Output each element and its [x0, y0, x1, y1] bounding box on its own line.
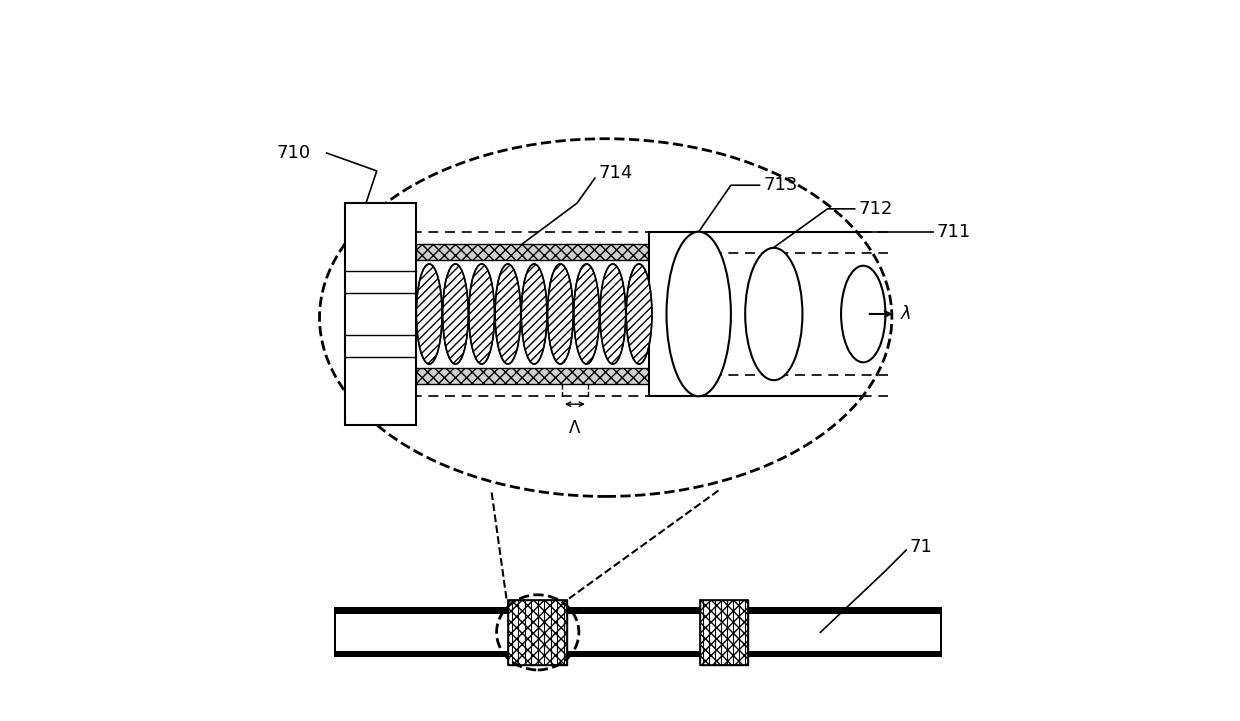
Text: 713: 713 — [763, 176, 797, 194]
Bar — [508, 600, 567, 665]
Bar — [508, 600, 567, 665]
Bar — [345, 203, 417, 425]
Bar — [334, 607, 942, 658]
Ellipse shape — [600, 264, 626, 364]
Ellipse shape — [495, 264, 521, 364]
Bar — [417, 368, 652, 384]
Ellipse shape — [417, 264, 443, 364]
Ellipse shape — [574, 264, 599, 364]
Ellipse shape — [667, 231, 730, 397]
Ellipse shape — [841, 266, 885, 362]
Bar — [417, 244, 652, 260]
Bar — [336, 614, 940, 651]
Text: 711: 711 — [937, 223, 971, 241]
Bar — [699, 600, 748, 665]
Text: 712: 712 — [858, 200, 893, 218]
Ellipse shape — [443, 264, 469, 364]
Ellipse shape — [521, 264, 547, 364]
Text: 710: 710 — [277, 144, 311, 162]
Text: 714: 714 — [599, 164, 632, 182]
Bar — [649, 231, 696, 397]
Text: 71: 71 — [910, 538, 932, 555]
Ellipse shape — [745, 248, 802, 380]
Ellipse shape — [548, 264, 573, 364]
Text: $\lambda$: $\lambda$ — [900, 305, 913, 323]
Bar — [699, 600, 748, 665]
Text: $\Lambda$: $\Lambda$ — [568, 420, 582, 437]
Ellipse shape — [469, 264, 495, 364]
Ellipse shape — [320, 138, 892, 497]
Ellipse shape — [626, 264, 652, 364]
